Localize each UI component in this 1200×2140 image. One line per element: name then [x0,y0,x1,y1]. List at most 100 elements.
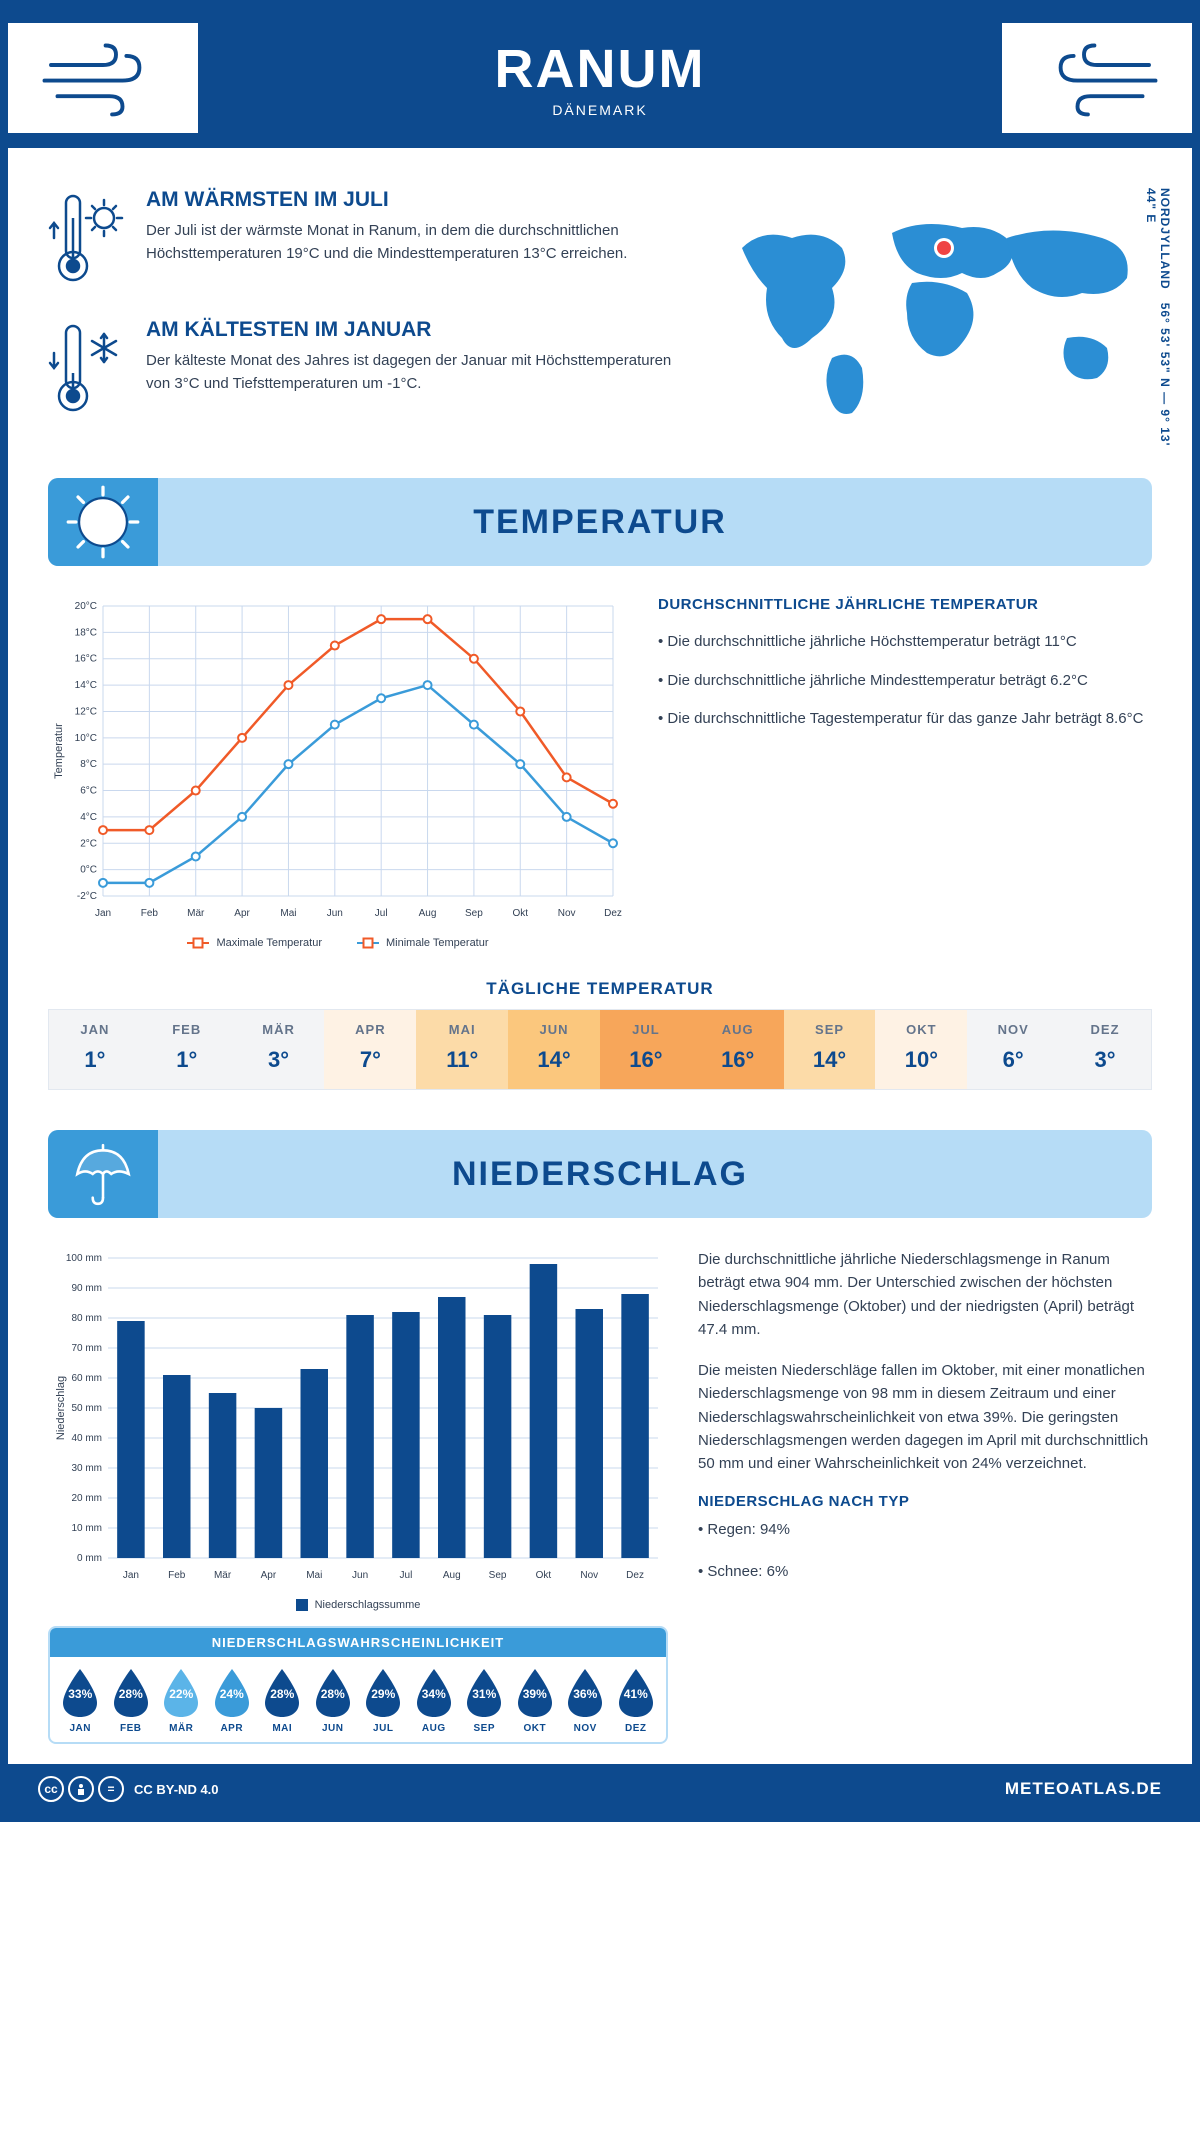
precipitation-left: 0 mm10 mm20 mm30 mm40 mm50 mm60 mm70 mm8… [48,1248,668,1744]
precip-p1: Die durchschnittliche jährliche Niedersc… [698,1248,1152,1341]
coordinates: NORDJYLLAND 56° 53' 53" N — 9° 13' 44" E [1144,188,1172,448]
cc-icon: cc [38,1776,64,1802]
month-cell: OKT10° [875,1010,967,1089]
temperature-title: TEMPERATUR [473,503,727,542]
thermometer-snow-icon [48,318,128,423]
probability-cell: 31%SEP [460,1667,509,1734]
svg-text:16°C: 16°C [75,654,97,665]
svg-text:Mär: Mär [214,1570,232,1581]
nd-icon: = [98,1776,124,1802]
month-cell: FEB1° [141,1010,233,1089]
summary-left: AM WÄRMSTEN IM JULI Der Juli ist der wär… [48,188,682,448]
precipitation-text: Die durchschnittliche jährliche Niedersc… [698,1248,1152,1744]
probability-cell: 24%APR [208,1667,257,1734]
svg-text:0°C: 0°C [80,865,97,876]
svg-text:Dez: Dez [604,908,622,919]
precipitation-title: NIEDERSCHLAG [452,1155,748,1194]
svg-text:Sep: Sep [489,1570,507,1581]
probability-row: 33%JAN28%FEB22%MÄR24%APR28%MAI28%JUN29%J… [50,1657,666,1742]
umbrella-icon [48,1130,158,1218]
precip-type-2: • Schnee: 6% [698,1560,1152,1583]
probability-cell: 39%OKT [511,1667,560,1734]
summary-row: AM WÄRMSTEN IM JULI Der Juli ist der wär… [48,188,1152,448]
wind-icon-right [1002,23,1192,133]
svg-text:Apr: Apr [234,908,250,919]
svg-text:70 mm: 70 mm [71,1343,102,1354]
coldest-title: AM KÄLTESTEN IM JANUAR [146,318,682,342]
svg-text:Okt: Okt [536,1570,552,1581]
month-cell: DEZ3° [1059,1010,1151,1089]
month-cell: MAI11° [416,1010,508,1089]
infographic-container: RANUM DÄNEMARK AM WÄRMSTEN IM JULI Der J… [0,0,1200,1822]
svg-text:40 mm: 40 mm [71,1433,102,1444]
precipitation-section-header: NIEDERSCHLAG [48,1130,1152,1218]
precip-type-title: NIEDERSCHLAG NACH TYP [698,1493,1152,1510]
probability-cell: 22%MÄR [157,1667,206,1734]
probability-cell: 28%MAI [258,1667,307,1734]
svg-text:Nov: Nov [580,1570,598,1581]
warmest-desc: Der Juli ist der wärmste Monat in Ranum,… [146,220,682,265]
svg-text:Jul: Jul [400,1570,413,1581]
precipitation-chart: 0 mm10 mm20 mm30 mm40 mm50 mm60 mm70 mm8… [48,1248,668,1588]
month-cell: APR7° [324,1010,416,1089]
probability-cell: 33%JAN [56,1667,105,1734]
svg-text:4°C: 4°C [80,812,97,823]
site-name: METEOATLAS.DE [1005,1779,1162,1799]
svg-text:20 mm: 20 mm [71,1493,102,1504]
coldest-desc: Der kälteste Monat des Jahres ist dagege… [146,350,682,395]
precip-p2: Die meisten Niederschläge fallen im Okto… [698,1359,1152,1475]
svg-text:Jul: Jul [375,908,388,919]
svg-text:Temperatur: Temperatur [53,723,65,779]
daily-temp-strip: JAN1°FEB1°MÄR3°APR7°MAI11°JUN14°JUL16°AU… [48,1009,1152,1090]
svg-text:50 mm: 50 mm [71,1403,102,1414]
month-cell: JAN1° [49,1010,141,1089]
svg-text:-2°C: -2°C [77,891,97,902]
month-cell: SEP14° [784,1010,876,1089]
month-cell: AUG16° [692,1010,784,1089]
warmest-text: AM WÄRMSTEN IM JULI Der Juli ist der wär… [146,188,682,293]
coldest-text: AM KÄLTESTEN IM JANUAR Der kälteste Mona… [146,318,682,423]
license-text: CC BY-ND 4.0 [134,1782,219,1797]
svg-text:20°C: 20°C [75,601,97,612]
header-title: RANUM DÄNEMARK [495,38,706,118]
svg-text:10°C: 10°C [75,733,97,744]
wind-icon-left [8,23,198,133]
svg-text:30 mm: 30 mm [71,1463,102,1474]
svg-text:Jun: Jun [352,1570,368,1581]
svg-text:Aug: Aug [419,908,437,919]
svg-text:60 mm: 60 mm [71,1373,102,1384]
svg-text:10 mm: 10 mm [71,1523,102,1534]
coldest-block: AM KÄLTESTEN IM JANUAR Der kälteste Mona… [48,318,682,423]
temp-fact-2: • Die durchschnittliche jährliche Mindes… [658,670,1152,693]
footer: cc = CC BY-ND 4.0 METEOATLAS.DE [8,1764,1192,1814]
month-cell: JUN14° [508,1010,600,1089]
cc-icons: cc = [38,1776,124,1802]
svg-text:6°C: 6°C [80,786,97,797]
svg-text:Mär: Mär [187,908,205,919]
svg-text:Jan: Jan [95,908,111,919]
svg-text:14°C: 14°C [75,680,97,691]
probability-cell: 34%AUG [410,1667,459,1734]
month-cell: JUL16° [600,1010,692,1089]
precipitation-row: 0 mm10 mm20 mm30 mm40 mm50 mm60 mm70 mm8… [48,1248,1152,1744]
probability-cell: 41%DEZ [612,1667,661,1734]
header: RANUM DÄNEMARK [8,8,1192,148]
warmest-title: AM WÄRMSTEN IM JULI [146,188,682,212]
svg-text:Nov: Nov [558,908,576,919]
svg-text:8°C: 8°C [80,759,97,770]
month-cell: NOV6° [967,1010,1059,1089]
svg-text:Mai: Mai [306,1570,322,1581]
probability-cell: 28%FEB [107,1667,156,1734]
probability-cell: 29%JUL [359,1667,408,1734]
svg-text:Jan: Jan [123,1570,139,1581]
svg-text:12°C: 12°C [75,706,97,717]
world-map: NORDJYLLAND 56° 53' 53" N — 9° 13' 44" E [712,188,1152,448]
svg-text:Mai: Mai [280,908,296,919]
thermometer-sun-icon [48,188,128,293]
svg-text:Apr: Apr [261,1570,277,1581]
svg-text:Feb: Feb [168,1570,186,1581]
svg-text:0 mm: 0 mm [77,1553,102,1564]
temperature-chart: -2°C0°C2°C4°C6°C8°C10°C12°C14°C16°C18°C2… [48,596,628,949]
svg-text:Feb: Feb [141,908,159,919]
temp-facts-title: DURCHSCHNITTLICHE JÄHRLICHE TEMPERATUR [658,596,1152,613]
